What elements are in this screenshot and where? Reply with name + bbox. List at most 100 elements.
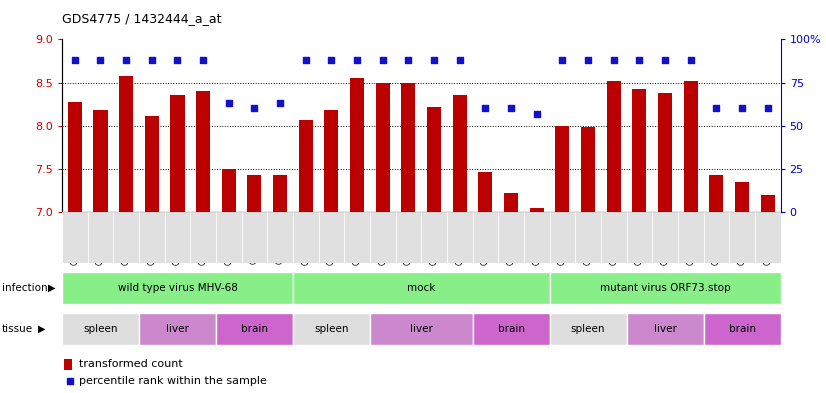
Bar — [633, 88, 647, 212]
Point — [556, 57, 569, 63]
Bar — [68, 103, 82, 212]
Bar — [498, 212, 524, 263]
Bar — [293, 272, 549, 304]
Point — [299, 57, 312, 63]
Bar — [627, 212, 653, 263]
Bar — [119, 77, 133, 212]
Text: liver: liver — [410, 324, 433, 334]
Bar — [216, 313, 293, 345]
Point — [479, 105, 492, 112]
Bar — [761, 195, 775, 212]
Bar — [64, 359, 73, 369]
Bar — [653, 212, 678, 263]
Point — [63, 378, 76, 384]
Bar — [93, 110, 107, 212]
Point — [530, 110, 544, 117]
Point — [633, 57, 646, 63]
Bar — [190, 212, 216, 263]
Point — [453, 57, 467, 63]
Bar — [710, 175, 724, 212]
Bar — [325, 110, 339, 212]
Bar — [504, 193, 518, 212]
Point — [376, 57, 389, 63]
Bar — [549, 313, 627, 345]
Text: brain: brain — [729, 324, 756, 334]
Point — [197, 57, 210, 63]
Bar — [447, 212, 472, 263]
Bar — [62, 272, 293, 304]
Bar — [472, 212, 498, 263]
Point — [505, 105, 518, 112]
Bar — [139, 212, 164, 263]
Bar — [555, 126, 569, 212]
Bar — [549, 272, 781, 304]
Bar — [241, 212, 268, 263]
Bar — [319, 212, 344, 263]
Bar — [658, 93, 672, 212]
Point — [710, 105, 723, 112]
Bar — [376, 83, 390, 212]
Bar — [88, 212, 113, 263]
Bar — [293, 313, 370, 345]
Point — [222, 100, 235, 107]
Bar — [704, 212, 729, 263]
Bar — [401, 83, 415, 212]
Bar — [344, 212, 370, 263]
Bar — [421, 212, 447, 263]
Bar — [293, 212, 319, 263]
Text: transformed count: transformed count — [79, 359, 183, 369]
Point — [658, 57, 672, 63]
Point — [94, 57, 107, 63]
Bar — [370, 313, 472, 345]
Bar — [684, 81, 698, 212]
Bar — [170, 95, 184, 212]
Point — [350, 57, 363, 63]
Text: ▶: ▶ — [48, 283, 55, 293]
Point — [145, 57, 159, 63]
Bar — [221, 169, 236, 212]
Bar — [606, 81, 621, 212]
Bar — [524, 212, 549, 263]
Text: infection: infection — [2, 283, 47, 293]
Point — [401, 57, 415, 63]
Bar — [350, 78, 364, 212]
Bar — [370, 212, 396, 263]
Bar — [196, 91, 210, 212]
Bar — [62, 212, 88, 263]
Bar — [427, 107, 441, 212]
Bar — [529, 208, 544, 212]
Bar — [735, 182, 749, 212]
Text: mock: mock — [407, 283, 435, 293]
Text: spleen: spleen — [314, 324, 349, 334]
Bar — [601, 212, 627, 263]
Point — [171, 57, 184, 63]
Text: tissue: tissue — [2, 324, 33, 334]
Point — [248, 105, 261, 112]
Text: percentile rank within the sample: percentile rank within the sample — [79, 376, 267, 386]
Bar — [164, 212, 190, 263]
Bar — [139, 313, 216, 345]
Text: liver: liver — [653, 324, 676, 334]
Bar — [581, 127, 596, 212]
Bar — [729, 212, 755, 263]
Point — [607, 57, 620, 63]
Bar — [113, 212, 139, 263]
Bar — [268, 212, 293, 263]
Text: brain: brain — [241, 324, 268, 334]
Bar — [62, 313, 139, 345]
Bar — [145, 116, 159, 212]
Bar — [478, 172, 492, 212]
Bar — [216, 212, 241, 263]
Text: spleen: spleen — [83, 324, 117, 334]
Point — [325, 57, 338, 63]
Bar — [704, 313, 781, 345]
Bar — [453, 95, 467, 212]
Point — [684, 57, 697, 63]
Point — [428, 57, 441, 63]
Bar — [627, 313, 704, 345]
Bar — [575, 212, 601, 263]
Bar — [396, 212, 421, 263]
Text: mutant virus ORF73.stop: mutant virus ORF73.stop — [600, 283, 730, 293]
Text: GDS4775 / 1432444_a_at: GDS4775 / 1432444_a_at — [62, 12, 221, 25]
Point — [761, 105, 774, 112]
